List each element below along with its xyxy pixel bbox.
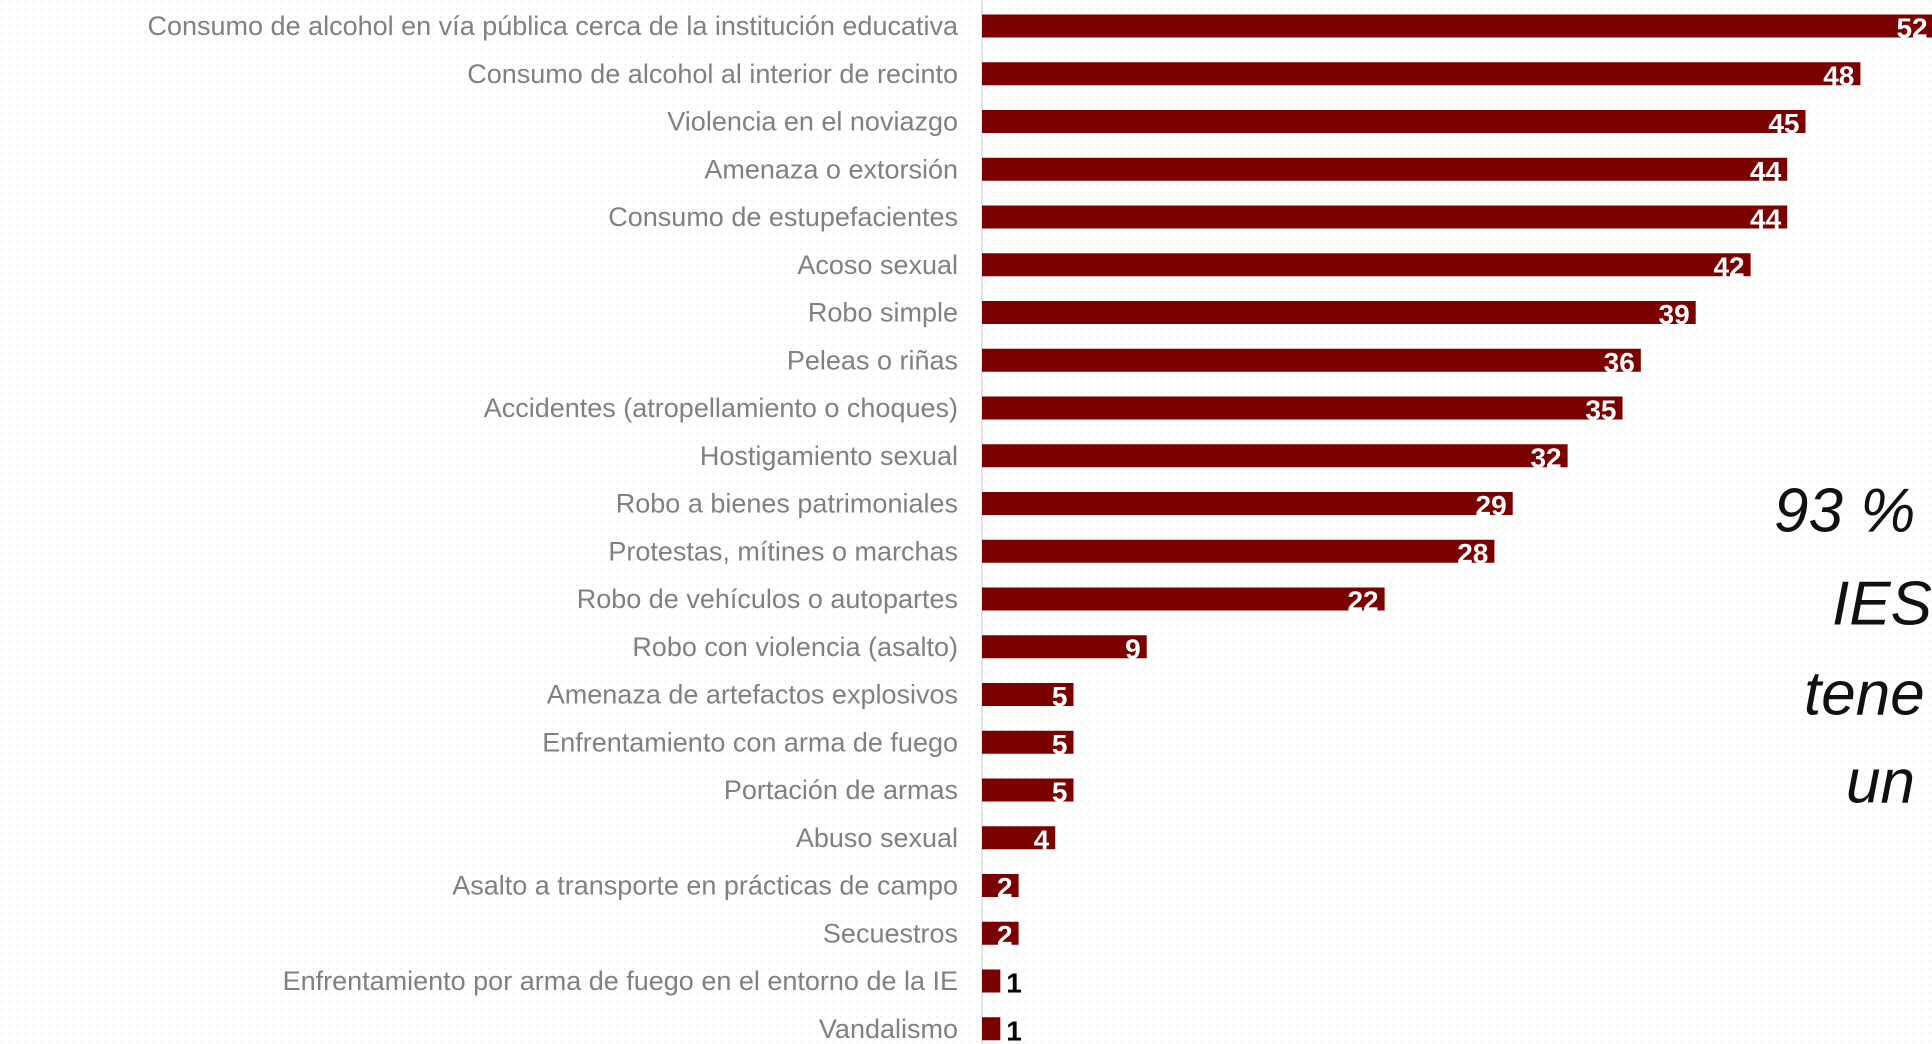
- value-label: 52: [1896, 13, 1927, 44]
- bar: [982, 301, 1696, 324]
- value-label: 1: [1006, 1015, 1022, 1044]
- value-label: 5: [1052, 777, 1068, 808]
- value-label: 22: [1347, 586, 1378, 617]
- category-label: Robo de vehículos o autopartes: [577, 584, 958, 614]
- value-label: 44: [1750, 204, 1782, 235]
- category-label: Consumo de estupefacientes: [608, 202, 958, 232]
- annotation: un: [1846, 748, 1915, 817]
- value-label: 2: [997, 872, 1013, 903]
- bar: [982, 587, 1385, 611]
- category-label: Abuso sexual: [796, 823, 958, 853]
- bar: [982, 157, 1788, 181]
- bar: [982, 539, 1495, 563]
- bar: [982, 969, 1001, 993]
- value-label: 9: [1125, 633, 1141, 664]
- category-label: Vandalismo: [819, 1014, 958, 1044]
- value-label: 32: [1530, 442, 1561, 473]
- value-label: 29: [1476, 490, 1507, 521]
- value-label: 48: [1823, 60, 1854, 91]
- bar: [982, 205, 1788, 229]
- annotation: IES: [1832, 570, 1932, 639]
- bar: [982, 635, 1147, 659]
- bar: [982, 14, 1932, 38]
- category-label: Asalto a transporte en prácticas de camp…: [452, 871, 958, 901]
- bar: [982, 492, 1513, 515]
- category-label: Robo con violencia (asalto): [632, 632, 958, 662]
- bar: [982, 921, 1019, 945]
- category-label: Accidentes (atropellamiento o choques): [484, 393, 958, 423]
- bar: [982, 444, 1568, 468]
- bar: [982, 874, 1019, 897]
- value-label: 45: [1768, 108, 1799, 139]
- category-label: Enfrentamiento por arma de fuego en el e…: [283, 966, 958, 996]
- category-label: Violencia en el noviazgo: [667, 107, 958, 137]
- category-label: Robo simple: [808, 298, 958, 328]
- category-label: Consumo de alcohol al interior de recint…: [467, 59, 958, 89]
- value-label: 4: [1034, 824, 1050, 855]
- value-label: 28: [1457, 538, 1488, 569]
- bar: [982, 253, 1751, 277]
- annotation: tene: [1804, 660, 1925, 729]
- category-label: Secuestros: [823, 918, 958, 948]
- bar: [982, 396, 1623, 420]
- value-label: 1: [1006, 968, 1022, 999]
- bar: [982, 1017, 1001, 1041]
- category-label: Hostigamiento sexual: [700, 441, 958, 471]
- bar: [982, 62, 1861, 86]
- bar: [982, 348, 1641, 372]
- value-label: 5: [1052, 729, 1068, 760]
- bar: [982, 730, 1074, 754]
- category-label: Amenaza de artefactos explosivos: [547, 680, 958, 710]
- category-label: Enfrentamiento con arma de fuego: [542, 727, 958, 757]
- category-label: Acoso sexual: [797, 250, 958, 280]
- category-label: Peleas o riñas: [787, 345, 958, 375]
- category-label: Protestas, mítines o marchas: [608, 536, 958, 566]
- value-label: 36: [1604, 347, 1635, 378]
- category-label: Portación de armas: [724, 775, 958, 805]
- value-label: 5: [1052, 681, 1068, 712]
- bar: [982, 778, 1074, 802]
- category-label: Consumo de alcohol en vía pública cerca …: [148, 11, 959, 41]
- category-label: Robo a bienes patrimoniales: [616, 489, 958, 519]
- value-label: 44: [1750, 156, 1782, 187]
- bar: [982, 110, 1806, 133]
- value-label: 39: [1659, 299, 1690, 330]
- bar: [982, 826, 1056, 850]
- annotation: 93 %: [1774, 477, 1915, 546]
- category-label: Amenaza o extorsión: [704, 154, 958, 184]
- value-label: 35: [1585, 395, 1616, 426]
- bar: [982, 683, 1074, 706]
- value-label: 42: [1713, 251, 1744, 282]
- value-label: 2: [997, 920, 1013, 951]
